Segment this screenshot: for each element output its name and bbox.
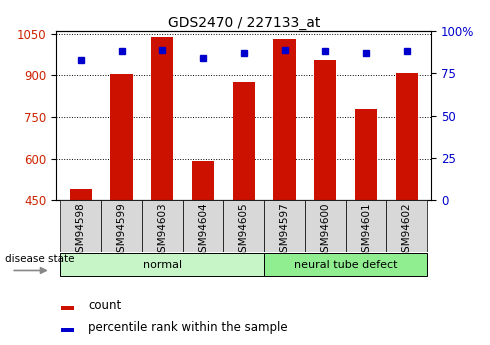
Text: percentile rank within the sample: percentile rank within the sample bbox=[88, 321, 288, 334]
Text: disease state: disease state bbox=[4, 254, 74, 264]
Text: GSM94605: GSM94605 bbox=[239, 203, 249, 259]
Bar bbox=[60, 253, 264, 276]
Bar bbox=[223, 200, 264, 252]
Text: GSM94599: GSM94599 bbox=[117, 203, 126, 259]
Text: GSM94601: GSM94601 bbox=[361, 203, 371, 259]
Bar bbox=[60, 200, 101, 252]
Text: GSM94598: GSM94598 bbox=[76, 203, 86, 259]
Bar bbox=[314, 60, 337, 200]
Bar bbox=[192, 161, 214, 200]
Text: neural tube defect: neural tube defect bbox=[294, 260, 397, 270]
Bar bbox=[387, 200, 427, 252]
Bar bbox=[273, 39, 296, 200]
Bar bbox=[61, 328, 74, 332]
Text: GSM94604: GSM94604 bbox=[198, 203, 208, 259]
Bar bbox=[70, 189, 92, 200]
Bar bbox=[183, 200, 223, 252]
Bar bbox=[305, 200, 345, 252]
Bar bbox=[264, 200, 305, 252]
Text: normal: normal bbox=[143, 260, 182, 270]
Bar bbox=[101, 200, 142, 252]
Bar bbox=[110, 74, 133, 200]
Bar bbox=[142, 200, 183, 252]
Text: GSM94600: GSM94600 bbox=[320, 203, 330, 259]
Text: GSM94603: GSM94603 bbox=[157, 203, 167, 259]
Bar bbox=[345, 200, 387, 252]
Text: count: count bbox=[88, 299, 122, 312]
Bar bbox=[61, 306, 74, 309]
Bar bbox=[395, 72, 418, 200]
Bar bbox=[151, 37, 173, 200]
Title: GDS2470 / 227133_at: GDS2470 / 227133_at bbox=[168, 16, 320, 30]
Text: GSM94602: GSM94602 bbox=[402, 203, 412, 259]
Bar bbox=[264, 253, 427, 276]
Bar bbox=[355, 109, 377, 200]
Text: GSM94597: GSM94597 bbox=[279, 203, 290, 259]
Bar bbox=[233, 82, 255, 200]
